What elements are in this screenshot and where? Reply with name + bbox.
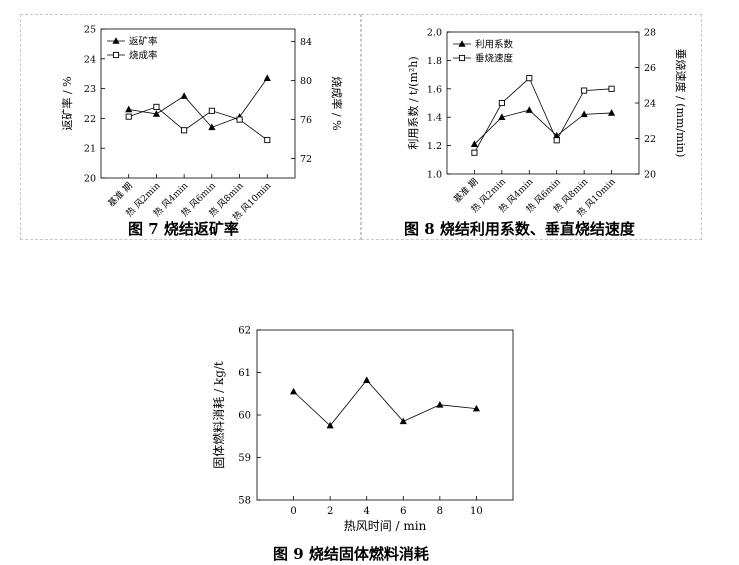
series-1-point bbox=[264, 136, 271, 144]
series-0-point bbox=[498, 113, 506, 120]
y2-tick-label: 20 bbox=[644, 170, 656, 181]
series-0-point bbox=[525, 106, 533, 113]
y2-tick-label: 80 bbox=[300, 76, 312, 87]
series-1-point bbox=[153, 103, 160, 110]
y-tick-label: 1.2 bbox=[427, 141, 442, 152]
series-line-1 bbox=[474, 77, 612, 153]
y-tick-label: 61 bbox=[238, 368, 251, 379]
figure-9-chart: 58 59 60 61 62 0 2 4 6 8 10 热风时间 / min 固体燃料消耗 / kg/t bbox=[211, 326, 514, 533]
series-0-point bbox=[363, 376, 371, 383]
series-1-point bbox=[471, 149, 478, 156]
series-0-point bbox=[472, 404, 481, 412]
y-tick-label: 21 bbox=[84, 144, 96, 155]
y-tick-label: 1.8 bbox=[427, 56, 442, 67]
legend-label: 垂烧速度 bbox=[475, 53, 514, 65]
y-tick-label: 1.0 bbox=[427, 170, 442, 181]
series-0-point bbox=[263, 74, 271, 81]
y-tick-label: 20 bbox=[84, 174, 96, 185]
y2-tick-label: 28 bbox=[644, 28, 656, 39]
y-tick-label: 2.0 bbox=[427, 28, 442, 39]
legend-marker bbox=[112, 51, 120, 59]
series-line-1 bbox=[128, 106, 268, 141]
y-tick-label: 58 bbox=[238, 496, 251, 507]
y2-axis-label: 垂烧速度 / (mm/min) bbox=[674, 49, 688, 158]
y2-tick-label: 26 bbox=[644, 63, 656, 74]
series-0-point bbox=[152, 110, 161, 117]
series-1-point bbox=[125, 113, 132, 120]
series-0-point bbox=[470, 140, 479, 147]
y-tick-label: 60 bbox=[238, 411, 251, 422]
series-1-point bbox=[236, 116, 243, 123]
y-tick-label: 62 bbox=[238, 326, 251, 337]
plot-frame bbox=[256, 329, 514, 501]
series-line-0 bbox=[293, 379, 477, 427]
legend-marker bbox=[112, 37, 120, 44]
y-tick-label: 24 bbox=[84, 54, 96, 65]
series-0-point bbox=[580, 110, 588, 118]
y-axis-label: 利用系数 / t/(m²h) bbox=[407, 56, 420, 149]
x-tick-label: 8 bbox=[437, 506, 443, 517]
y-tick-label: 23 bbox=[84, 84, 96, 95]
series-line-0 bbox=[128, 77, 268, 128]
legend-marker bbox=[458, 40, 466, 47]
y2-axis-label: 烧成率 / % bbox=[330, 76, 344, 130]
series-1-point bbox=[526, 75, 533, 82]
plot-frame bbox=[100, 28, 296, 179]
series-0-point bbox=[180, 92, 188, 99]
series-1-point bbox=[581, 87, 588, 94]
figure-8-panel: 1.0 1.2 1.4 1.6 1.8 2.0 20 22 24 26 28 基准 期热 风2min 热… bbox=[361, 14, 702, 240]
y2-tick-label: 76 bbox=[300, 115, 312, 126]
series-line-0 bbox=[474, 109, 612, 145]
legend-label: 返矿率 bbox=[129, 36, 158, 48]
figure-7-caption: 图 7 烧结返矿率 bbox=[128, 220, 239, 238]
y2-tick-label: 84 bbox=[300, 37, 312, 48]
y-axis-label: 固体燃料消耗 / kg/t bbox=[211, 361, 226, 469]
series-0-point bbox=[607, 109, 616, 116]
series-0-point bbox=[399, 417, 407, 425]
y2-tick-label: 22 bbox=[644, 134, 656, 145]
y-tick-label: 22 bbox=[84, 114, 96, 125]
figure-8-caption: 图 8 烧结利用系数、垂直烧结速度 bbox=[404, 220, 635, 238]
series-1-point bbox=[208, 107, 215, 114]
y-tick-label: 1.6 bbox=[427, 84, 442, 95]
legend-marker bbox=[458, 54, 466, 62]
series-0-point bbox=[289, 387, 298, 395]
y-tick-label: 1.4 bbox=[427, 113, 442, 124]
x-tick-label: 2 bbox=[327, 506, 333, 517]
x-tick-label: 4 bbox=[364, 506, 370, 517]
figure-9-caption: 图 9 烧结固体燃料消耗 bbox=[273, 545, 429, 563]
series-1-point bbox=[181, 127, 188, 134]
x-axis-label: 热风时间 / min bbox=[344, 519, 427, 533]
legend-label: 利用系数 bbox=[475, 39, 514, 51]
y2-tick-label: 72 bbox=[300, 154, 312, 165]
x-tick-label: 10 bbox=[470, 506, 483, 517]
x-tick-label: 0 bbox=[290, 506, 296, 517]
series-1-point bbox=[498, 99, 505, 107]
series-1-point bbox=[553, 137, 560, 144]
series-0-point bbox=[125, 105, 133, 113]
figure-7-panel: 20 21 22 23 24 25 72 76 80 84 基准 期热 风2min 热 风4min 热 … bbox=[20, 14, 361, 240]
y-tick-label: 59 bbox=[238, 453, 251, 464]
series-0-point bbox=[436, 401, 444, 408]
x-tick-label: 6 bbox=[400, 506, 406, 517]
series-0-point bbox=[326, 421, 334, 429]
figure-9-panel: 58 59 60 61 62 0 2 4 6 8 10 热风时间 / min 固体燃料消耗 / kg/t bbox=[205, 318, 525, 546]
series-1-point bbox=[608, 85, 615, 92]
y-tick-label: 25 bbox=[84, 25, 96, 36]
y-axis-label: 返矿率 / % bbox=[60, 76, 74, 130]
y2-tick-label: 24 bbox=[644, 99, 656, 110]
series-0-point bbox=[208, 123, 216, 131]
legend-label: 烧成率 bbox=[129, 50, 158, 62]
